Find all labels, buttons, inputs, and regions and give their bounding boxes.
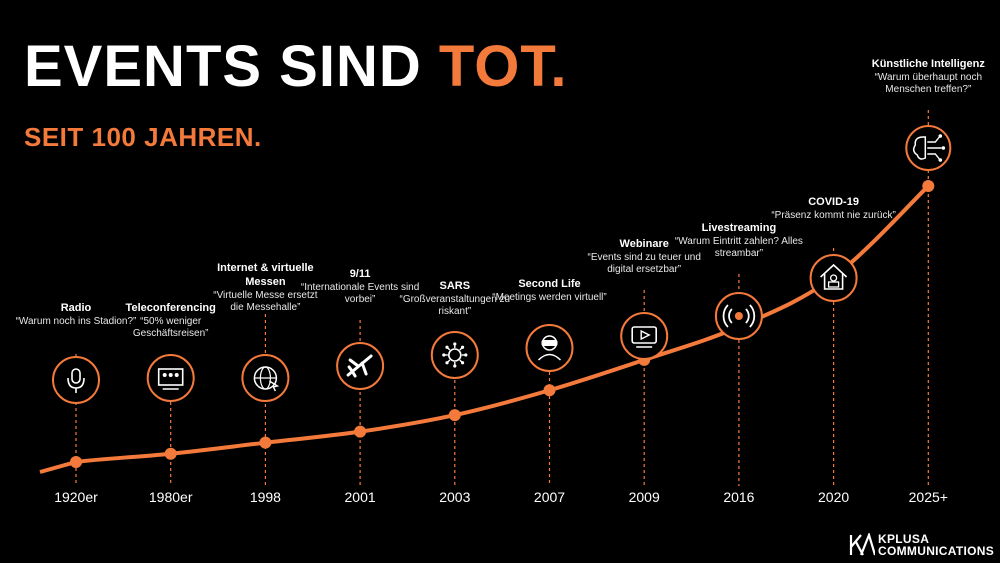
event-label: Teleconferencing “50% weniger Geschäftsre… [106, 302, 236, 341]
timeline-point [922, 180, 935, 192]
year-label: 2016 [723, 489, 755, 505]
icon-ring [430, 331, 479, 379]
icon-ring [146, 354, 195, 402]
event-label: SARS “Großveranstaltungen zu riskant” [390, 280, 520, 319]
kplusa-logo-mark-icon [849, 533, 876, 556]
event-label: Webinare “Events sind zu teuer und digita… [579, 238, 709, 277]
timeline-point [259, 436, 272, 449]
logo-line-2: COMMUNICATIONS [878, 544, 994, 558]
event-name: COVID-19 [808, 196, 859, 208]
event-name: Teleconferencing [125, 302, 216, 314]
event-quote: “Internationale Events sind vorbei” [300, 281, 420, 306]
video-play-icon [631, 326, 658, 348]
event-label: Künstliche Intelligenz “Warum überhaupt n… [868, 58, 988, 97]
event-name: Livestreaming [701, 222, 777, 234]
page-subtitle: SEIT 100 JAHREN. [24, 122, 262, 152]
event-label: Livestreaming “Warum Eintritt zahlen? All… [674, 222, 804, 261]
page-title: EVENTS SIND TOT. [24, 38, 567, 96]
event-quote: “Großveranstaltungen zu riskant” [399, 293, 511, 318]
event-quote: “Virtuelle Messe ersetzt die Messehalle” [213, 289, 318, 314]
timeline-point [70, 456, 82, 468]
broadcast-icon [722, 304, 756, 328]
airplane-icon [346, 354, 373, 378]
year-label: 2007 [533, 489, 566, 505]
event-label: Radio “Warum noch ins Stadion?” [11, 302, 141, 328]
event-name: Radio [60, 302, 92, 314]
title-main: EVENTS SIND [24, 34, 439, 99]
event-name: Second Life [518, 278, 581, 290]
event-label: Second Life “Meetings werden virtuell” [485, 278, 615, 304]
event-quote: “Warum Eintritt zahlen? Alles streambar” [674, 235, 803, 260]
timeline-curve [39, 184, 930, 474]
event-name: Künstliche Intelligenz [871, 58, 985, 70]
event-quote: “Warum noch ins Stadion?” [15, 315, 137, 327]
video-conference-icon [157, 368, 184, 390]
microphone-icon [67, 368, 85, 393]
event-label: 9/11 “Internationale Events sind vorbei” [295, 268, 425, 307]
year-label: 2020 [818, 489, 850, 505]
ai-brain-icon [912, 134, 946, 162]
event-quote: “50% weniger Geschäftsreisen” [132, 315, 209, 340]
event-quote: “Präsenz kommt nie zurück” [771, 209, 896, 221]
timeline-point [543, 384, 556, 397]
event-name: 9/11 [349, 268, 371, 280]
event-quote: “Meetings werden virtuell” [492, 291, 607, 303]
globe-cursor-icon [253, 366, 280, 392]
event-quote: “Events sind zu teuer und digital ersetz… [587, 251, 701, 276]
year-label: 2003 [439, 489, 471, 505]
event-name: Webinare [619, 238, 669, 250]
home-office-icon [820, 263, 848, 290]
event-name: Internet & virtuelle Messen [217, 262, 314, 288]
icon-ring [525, 324, 574, 372]
timeline-point [164, 447, 177, 460]
event-label: COVID-19 “Präsenz kommt nie zurück” [769, 196, 899, 222]
year-label: 2001 [344, 489, 376, 505]
year-label: 2009 [628, 489, 660, 505]
vr-headset-icon [537, 335, 562, 361]
title-accent: TOT. [438, 34, 568, 99]
icon-ring [620, 312, 669, 360]
company-logo: KPLUSA COMMUNICATIONS [849, 533, 994, 557]
logo-line-1: KPLUSA [878, 532, 930, 546]
timeline-point [354, 425, 367, 438]
event-label: Internet & virtuelle Messen “Virtuelle Me… [210, 262, 320, 315]
event-quote: “Warum überhaupt noch Menschen treffen?” [874, 71, 983, 96]
timeline-point [448, 409, 461, 422]
year-label: 2025+ [908, 489, 948, 505]
virus-icon [442, 342, 468, 368]
event-name: SARS [439, 280, 471, 292]
year-label: 1980er [148, 489, 193, 505]
year-label: 1998 [249, 489, 281, 505]
icon-ring [52, 356, 100, 404]
year-label: 1920er [54, 489, 98, 505]
icon-ring [809, 254, 858, 302]
